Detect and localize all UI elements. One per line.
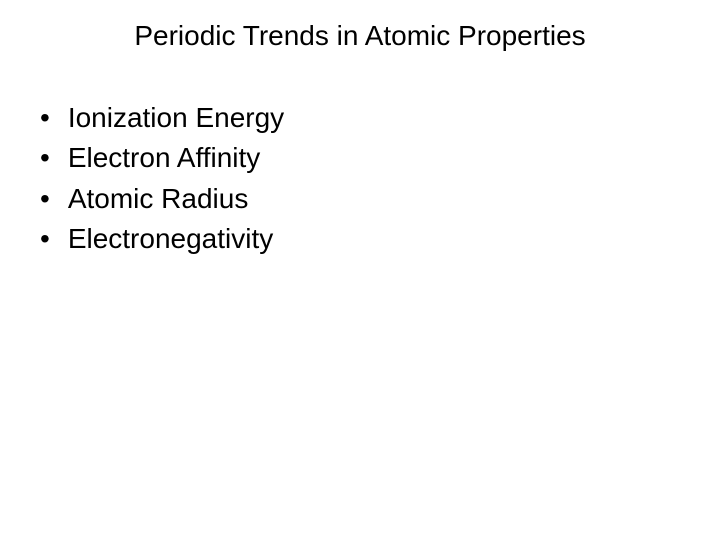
list-item: • Electron Affinity bbox=[40, 140, 720, 176]
bullet-text: Ionization Energy bbox=[68, 100, 284, 136]
bullet-marker: • bbox=[40, 100, 50, 136]
bullet-marker: • bbox=[40, 140, 50, 176]
bullet-list: • Ionization Energy • Electron Affinity … bbox=[0, 100, 720, 258]
bullet-text: Electronegativity bbox=[68, 221, 273, 257]
list-item: • Atomic Radius bbox=[40, 181, 720, 217]
slide-title: Periodic Trends in Atomic Properties bbox=[0, 20, 720, 52]
list-item: • Ionization Energy bbox=[40, 100, 720, 136]
slide-container: Periodic Trends in Atomic Properties • I… bbox=[0, 0, 720, 540]
bullet-text: Atomic Radius bbox=[68, 181, 249, 217]
list-item: • Electronegativity bbox=[40, 221, 720, 257]
bullet-text: Electron Affinity bbox=[68, 140, 260, 176]
bullet-marker: • bbox=[40, 181, 50, 217]
bullet-marker: • bbox=[40, 221, 50, 257]
